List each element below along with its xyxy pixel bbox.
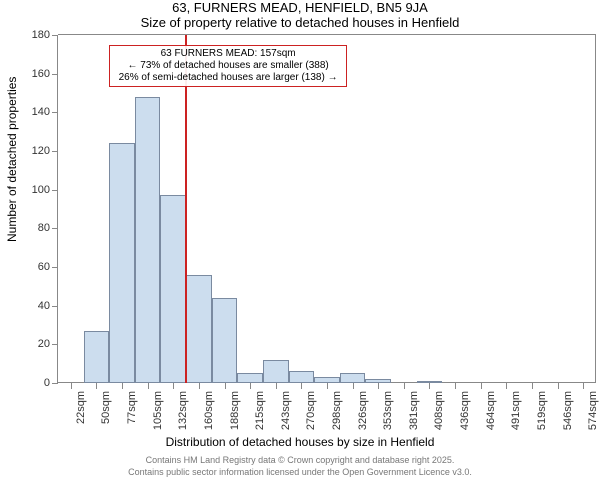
x-tick xyxy=(96,383,97,389)
annotation-line3: 26% of semi-detached houses are larger (… xyxy=(113,72,343,84)
histogram-bar xyxy=(186,275,212,383)
y-tick xyxy=(52,228,58,229)
x-tick xyxy=(301,383,302,389)
y-tick xyxy=(52,267,58,268)
x-tick xyxy=(506,383,507,389)
x-tick-label: 546sqm xyxy=(562,391,574,430)
x-tick-label: 574sqm xyxy=(587,391,599,430)
x-tick xyxy=(481,383,482,389)
annotation-box: 63 FURNERS MEAD: 157sqm ← 73% of detache… xyxy=(109,45,347,87)
x-tick xyxy=(455,383,456,389)
x-tick-label: 215sqm xyxy=(254,391,266,430)
y-tick xyxy=(52,74,58,75)
x-tick-label: 105sqm xyxy=(152,391,164,430)
x-tick xyxy=(276,383,277,389)
x-tick-label: 326sqm xyxy=(357,391,369,430)
x-tick xyxy=(71,383,72,389)
y-tick xyxy=(52,151,58,152)
marker-line xyxy=(185,35,187,383)
x-tick xyxy=(122,383,123,389)
plot-area: 63 FURNERS MEAD: 157sqm ← 73% of detache… xyxy=(58,34,596,383)
annotation-line1: 63 FURNERS MEAD: 157sqm xyxy=(113,48,343,60)
x-tick-label: 298sqm xyxy=(331,391,343,430)
x-tick-label: 132sqm xyxy=(177,391,189,430)
x-tick xyxy=(429,383,430,389)
x-tick-label: 160sqm xyxy=(203,391,215,430)
x-tick-label: 353sqm xyxy=(382,391,394,430)
histogram-bar xyxy=(160,195,186,383)
y-tick xyxy=(52,383,58,384)
y-tick xyxy=(52,306,58,307)
y-tick-label: 160 xyxy=(32,68,50,80)
x-tick xyxy=(148,383,149,389)
x-tick xyxy=(378,383,379,389)
page-title: 63, FURNERS MEAD, HENFIELD, BN5 9JA xyxy=(0,0,600,15)
y-tick-label: 20 xyxy=(38,338,50,350)
x-tick xyxy=(583,383,584,389)
histogram-bar xyxy=(109,143,135,383)
chart-container: 63, FURNERS MEAD, HENFIELD, BN5 9JA Size… xyxy=(0,0,600,500)
x-tick-label: 436sqm xyxy=(459,391,471,430)
y-tick-label: 60 xyxy=(38,261,50,273)
x-tick-label: 519sqm xyxy=(536,391,548,430)
page-subtitle: Size of property relative to detached ho… xyxy=(0,15,600,30)
histogram-bar xyxy=(340,373,366,383)
x-tick-label: 188sqm xyxy=(229,391,241,430)
histogram-bar xyxy=(212,298,238,383)
x-tick xyxy=(532,383,533,389)
x-tick-label: 50sqm xyxy=(100,391,112,424)
y-tick-label: 100 xyxy=(32,184,50,196)
y-tick-label: 40 xyxy=(38,300,50,312)
y-tick-label: 180 xyxy=(32,29,50,41)
histogram-bar xyxy=(237,373,263,383)
y-tick-label: 0 xyxy=(44,377,50,389)
x-tick xyxy=(353,383,354,389)
footer: Contains HM Land Registry data © Crown c… xyxy=(0,455,600,478)
annotation-line2: ← 73% of detached houses are smaller (38… xyxy=(113,60,343,72)
x-tick xyxy=(250,383,251,389)
x-tick xyxy=(199,383,200,389)
x-tick xyxy=(225,383,226,389)
x-tick xyxy=(558,383,559,389)
histogram-bar xyxy=(135,97,161,383)
histogram-bar xyxy=(289,371,315,383)
x-tick-label: 243sqm xyxy=(280,391,292,430)
histogram-bar xyxy=(84,331,110,383)
x-tick-label: 270sqm xyxy=(305,391,317,430)
x-axis-title: Distribution of detached houses by size … xyxy=(0,435,600,449)
plot xyxy=(58,35,595,383)
footer-line1: Contains HM Land Registry data © Crown c… xyxy=(0,455,600,467)
x-tick-label: 491sqm xyxy=(510,391,522,430)
x-tick-label: 22sqm xyxy=(75,391,87,424)
y-tick xyxy=(52,35,58,36)
histogram-bar xyxy=(263,360,289,383)
y-tick xyxy=(52,344,58,345)
footer-line2: Contains public sector information licen… xyxy=(0,467,600,479)
x-tick-label: 464sqm xyxy=(485,391,497,430)
y-tick xyxy=(52,190,58,191)
y-axis-title: Number of detached properties xyxy=(5,76,19,241)
y-tick-label: 140 xyxy=(32,106,50,118)
x-tick-label: 77sqm xyxy=(126,391,138,424)
x-tick xyxy=(173,383,174,389)
x-tick xyxy=(404,383,405,389)
x-tick-label: 408sqm xyxy=(433,391,445,430)
x-tick-label: 381sqm xyxy=(408,391,420,430)
y-tick xyxy=(52,112,58,113)
x-tick xyxy=(327,383,328,389)
y-tick-label: 80 xyxy=(38,222,50,234)
y-tick-label: 120 xyxy=(32,145,50,157)
